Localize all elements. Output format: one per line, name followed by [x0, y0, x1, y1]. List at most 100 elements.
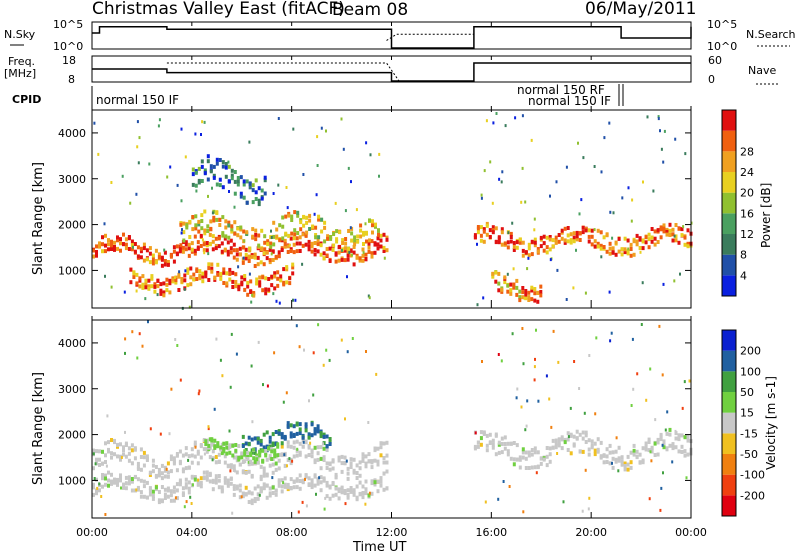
heatmap-cell: [135, 272, 139, 277]
heatmap-cell: [569, 232, 573, 237]
heatmap-cell: [110, 472, 113, 477]
heatmap-cell: [476, 303, 479, 307]
heatmap-cell: [373, 446, 377, 451]
heatmap-cell: [507, 231, 510, 235]
heatmap-cell: [316, 445, 320, 450]
freq-left-tick-top: 18: [62, 54, 76, 67]
heatmap-cell: [142, 258, 146, 263]
heatmap-cell: [674, 223, 678, 227]
heatmap-cell: [599, 455, 603, 460]
heatmap-cell: [127, 458, 131, 463]
heatmap-cell: [482, 239, 486, 244]
heatmap-cell: [554, 438, 558, 443]
heatmap-cell: [650, 235, 654, 240]
heatmap-cell: [133, 242, 137, 246]
heatmap-cell: [683, 380, 686, 384]
heatmap-cell: [107, 440, 110, 445]
heatmap-cell: [548, 235, 552, 239]
heatmap-cell: [258, 280, 262, 285]
heatmap-cell: [180, 279, 184, 284]
heatmap-cell: [268, 439, 272, 444]
heatmap-cell: [236, 233, 240, 238]
heatmap-cell: [575, 230, 579, 235]
heatmap-cell: [364, 479, 368, 484]
heatmap-cell: [186, 270, 190, 275]
heatmap-cell: [584, 440, 588, 444]
heatmap-cell: [262, 466, 266, 471]
heatmap-cell: [280, 441, 284, 446]
heatmap-cell: [286, 482, 290, 487]
heatmap-cell: [609, 210, 612, 214]
heatmap-cell: [368, 296, 371, 300]
heatmap-cell: [239, 175, 243, 180]
heatmap-cell: [503, 241, 507, 246]
heatmap-cell: [190, 241, 194, 246]
heatmap-cell: [211, 211, 214, 215]
heatmap-cell: [593, 244, 597, 249]
heatmap-cell: [347, 166, 350, 170]
heatmap-cell: [101, 473, 104, 477]
heatmap-cell: [341, 248, 343, 252]
y-tick-label: 4000: [58, 337, 86, 350]
heatmap-cell: [596, 241, 600, 246]
heatmap-cell: [223, 460, 227, 465]
heatmap-cell: [287, 233, 291, 238]
heatmap-cell: [361, 452, 365, 457]
heatmap-cell: [385, 248, 389, 253]
heatmap-cell: [187, 246, 191, 251]
heatmap-cell: [188, 219, 192, 224]
heatmap-cell: [533, 287, 537, 291]
heatmap-cell: [181, 486, 185, 491]
heatmap-cell: [328, 358, 331, 362]
heatmap-cell: [608, 246, 612, 251]
heatmap-cell: [98, 488, 101, 493]
heatmap-cell: [174, 496, 177, 500]
heatmap-cell: [245, 230, 249, 235]
nave-series-line: [166, 62, 474, 82]
heatmap-cell: [298, 479, 302, 483]
heatmap-cell: [674, 234, 678, 239]
heatmap-cell: [226, 478, 230, 483]
heatmap-cell: [211, 234, 215, 239]
heatmap-cell: [251, 420, 254, 424]
heatmap-cell: [172, 249, 176, 254]
heatmap-cell: [119, 237, 122, 242]
heatmap-cell: [232, 255, 236, 260]
heatmap-cell: [686, 452, 690, 457]
heatmap-cell: [548, 247, 552, 252]
heatmap-cell: [239, 191, 243, 196]
heatmap-cell: [292, 434, 296, 438]
heatmap-cell: [197, 166, 201, 171]
heatmap-cell: [127, 475, 131, 480]
heatmap-cell: [313, 241, 317, 245]
heatmap-cell: [310, 481, 314, 486]
heatmap-cell: [295, 439, 299, 444]
heatmap-cell: [268, 463, 272, 468]
heatmap-cell: [554, 445, 558, 450]
heatmap-cell: [316, 164, 319, 167]
heatmap-cell: [650, 227, 654, 231]
heatmap-cell: [305, 215, 309, 220]
heatmap-cell: [485, 232, 489, 237]
heatmap-cell: [174, 338, 177, 341]
heatmap-cell: [277, 431, 281, 436]
heatmap-cell: [552, 329, 555, 333]
heatmap-cell: [263, 234, 267, 239]
heatmap-cell: [213, 276, 217, 281]
heatmap-cell: [154, 473, 158, 478]
heatmap-cell: [150, 274, 154, 279]
heatmap-cell: [271, 476, 274, 480]
heatmap-cell: [594, 412, 597, 416]
heatmap-cell: [188, 305, 191, 309]
heatmap-cell: [208, 479, 212, 484]
heatmap-cell: [262, 262, 266, 267]
heatmap-cell: [623, 464, 627, 468]
heatmap-cell: [602, 245, 606, 249]
heatmap-cell: [180, 127, 183, 131]
heatmap-cell: [297, 510, 300, 514]
heatmap-cell: [172, 498, 176, 503]
heatmap-cell: [307, 453, 311, 457]
colorbar-tick-label: -15: [740, 427, 758, 440]
heatmap-cell: [165, 288, 169, 293]
